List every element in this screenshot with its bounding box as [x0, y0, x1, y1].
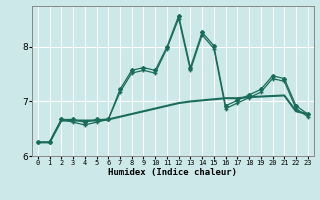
X-axis label: Humidex (Indice chaleur): Humidex (Indice chaleur)	[108, 168, 237, 177]
